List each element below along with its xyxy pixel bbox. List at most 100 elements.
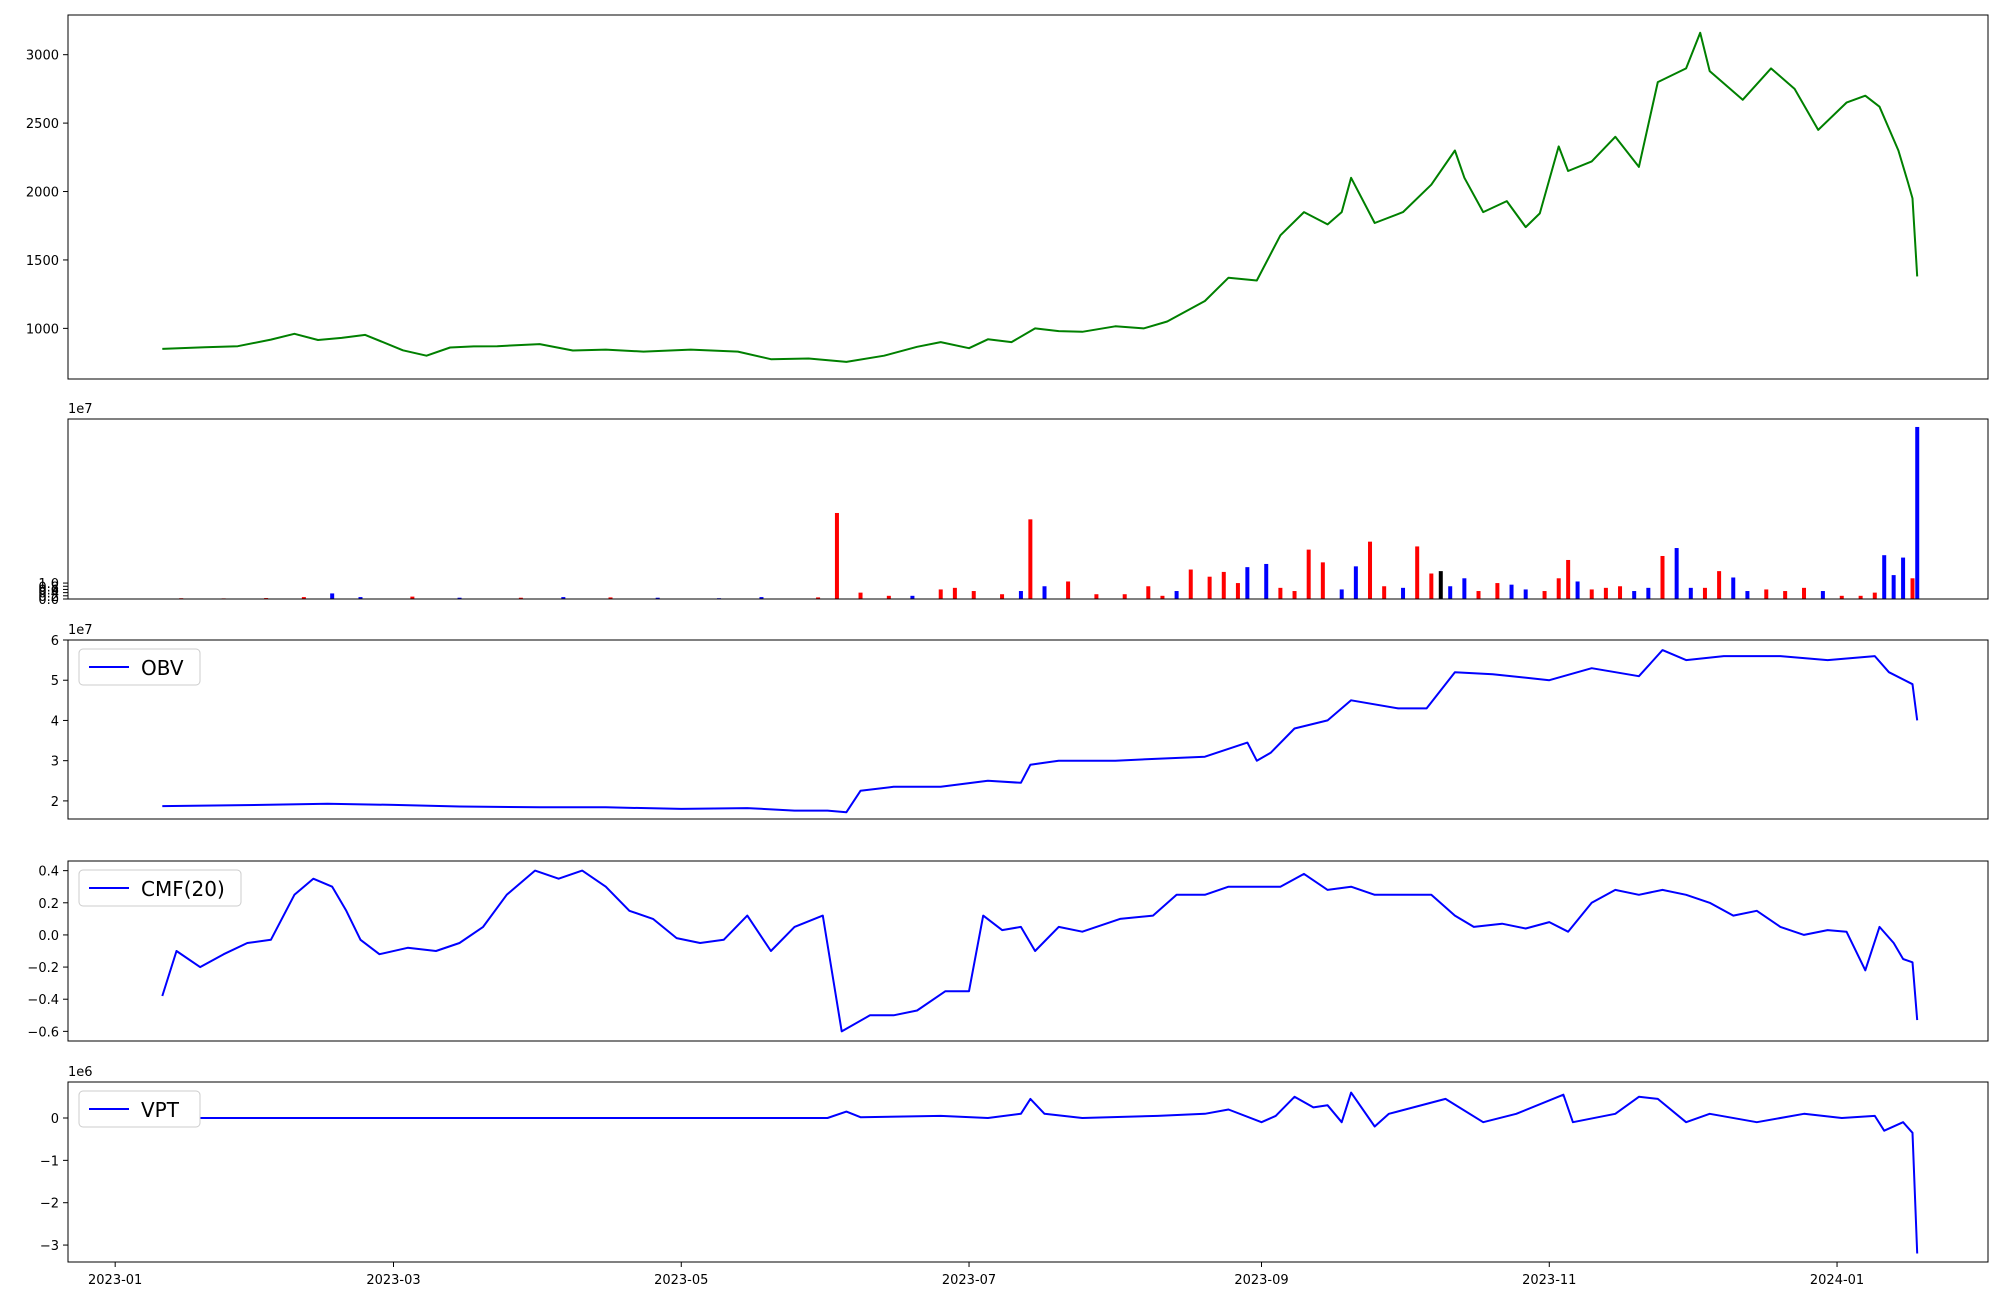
y-tick-label: 0.2 <box>38 897 59 912</box>
y-tick-label: 1500 <box>26 254 59 269</box>
volume-bar <box>1264 563 1269 599</box>
y-tick-label: 0.8 <box>38 580 59 595</box>
y-tick-label: −0.6 <box>27 1025 59 1040</box>
x-tick-label: 2023-07 <box>942 1273 996 1288</box>
y-tick-label: 2 <box>51 795 59 810</box>
volume-bar <box>816 597 821 599</box>
legend-label: CMF(20) <box>141 877 225 901</box>
volume-bar <box>330 593 335 599</box>
volume-bar <box>1632 591 1637 599</box>
volume-bar <box>1858 595 1863 599</box>
x-tick-label: 2023-03 <box>366 1273 420 1288</box>
volume-bar <box>1278 587 1283 599</box>
volume-bar <box>1438 571 1443 599</box>
volume-bar <box>1495 583 1500 599</box>
volume-bar <box>1901 557 1906 599</box>
y-tick-label: 3 <box>51 755 59 770</box>
volume-bar <box>971 591 976 599</box>
volume-bar <box>1028 519 1033 599</box>
volume-bar <box>1523 589 1528 599</box>
volume-bar <box>1688 587 1693 599</box>
volume-bar <box>1839 595 1844 599</box>
cmf-line <box>161 869 1919 1033</box>
volume-bar <box>1566 559 1571 599</box>
y-tick-label: 4 <box>51 714 59 729</box>
volume-bar <box>1717 571 1722 599</box>
y-tick-label: 0.2 <box>38 590 59 605</box>
volume-bar <box>1353 566 1358 599</box>
x-tick-label: 2024-01 <box>1810 1273 1864 1288</box>
volume-bar <box>1401 587 1406 599</box>
volume-bar <box>834 512 839 599</box>
volume-bar <box>1589 589 1594 599</box>
volume-bar <box>886 595 891 599</box>
volume-bar <box>1382 586 1387 599</box>
axes-frame <box>67 860 1989 1042</box>
volume-bar <box>1802 587 1807 599</box>
volume-bar <box>1462 578 1467 599</box>
y-tick-label: 0.0 <box>38 593 59 608</box>
volume-bar <box>1476 591 1481 599</box>
volume-bar <box>1320 562 1325 599</box>
volume-bar <box>1174 591 1179 599</box>
volume-bar <box>1207 576 1212 599</box>
y-tick-label: −2 <box>40 1197 59 1212</box>
volume-bar <box>301 597 306 599</box>
y-tick-label: −3 <box>40 1239 59 1254</box>
volume-bar <box>1702 587 1707 599</box>
vpt-line <box>162 1091 1919 1254</box>
volume-bar <box>1429 573 1434 599</box>
volume-bar <box>1160 595 1165 599</box>
x-tick-label: 2023-05 <box>654 1273 708 1288</box>
volume-bar <box>1368 541 1373 599</box>
price-line <box>162 31 1919 363</box>
volume-bar <box>608 597 613 599</box>
legend-label: OBV <box>141 656 184 680</box>
volume-bar <box>1731 577 1736 599</box>
y-tick-label: 2500 <box>26 117 59 132</box>
volume-bar <box>1674 548 1679 599</box>
volume-bar <box>1221 571 1226 599</box>
volume-bar <box>1556 578 1561 599</box>
y-tick-label: 0.0 <box>38 929 59 944</box>
legend: CMF(20) <box>78 869 242 907</box>
y-tick-label: 0.6 <box>38 583 59 598</box>
volume-bar <box>561 597 566 599</box>
volume-bar <box>655 597 660 599</box>
volume-bar <box>1000 594 1005 599</box>
obv-line <box>162 649 1919 814</box>
volume-bar <box>1745 591 1750 599</box>
legend-box <box>78 869 242 907</box>
volume-bar <box>938 589 943 599</box>
legend: OBV <box>78 648 201 686</box>
volume-bar <box>1245 567 1250 599</box>
volume-bar <box>457 597 462 599</box>
volume-bar <box>1042 586 1047 599</box>
y-tick-label: −1 <box>40 1154 59 1169</box>
x-tick-label: 2023-11 <box>1522 1273 1576 1288</box>
y-tick-label: 2000 <box>26 186 59 201</box>
axes-frame <box>67 418 1989 600</box>
volume-bar <box>1764 589 1769 599</box>
volume-bar <box>1542 591 1547 599</box>
volume-bar <box>1066 581 1071 599</box>
volume-bar <box>1018 591 1023 599</box>
volume-bar <box>1660 555 1665 599</box>
volume-bar <box>1306 549 1311 599</box>
volume-bar <box>858 592 863 599</box>
axes-frame <box>67 1081 1989 1263</box>
y-tick-label: −0.4 <box>27 993 59 1008</box>
volume-bar <box>910 595 915 599</box>
axes-frame <box>67 14 1989 380</box>
legend-box <box>78 648 201 686</box>
y-tick-label: 5 <box>51 674 59 689</box>
y-tick-label: 6 <box>51 634 59 649</box>
x-tick-label: 2023-01 <box>88 1273 142 1288</box>
x-tick-label: 2023-09 <box>1234 1273 1288 1288</box>
volume-bar <box>1915 426 1920 599</box>
legend-box <box>78 1090 201 1128</box>
volume-bar <box>410 596 415 599</box>
y-tick-label: 1.0 <box>38 577 59 592</box>
axis-scale-label: 1e6 <box>68 1065 93 1080</box>
